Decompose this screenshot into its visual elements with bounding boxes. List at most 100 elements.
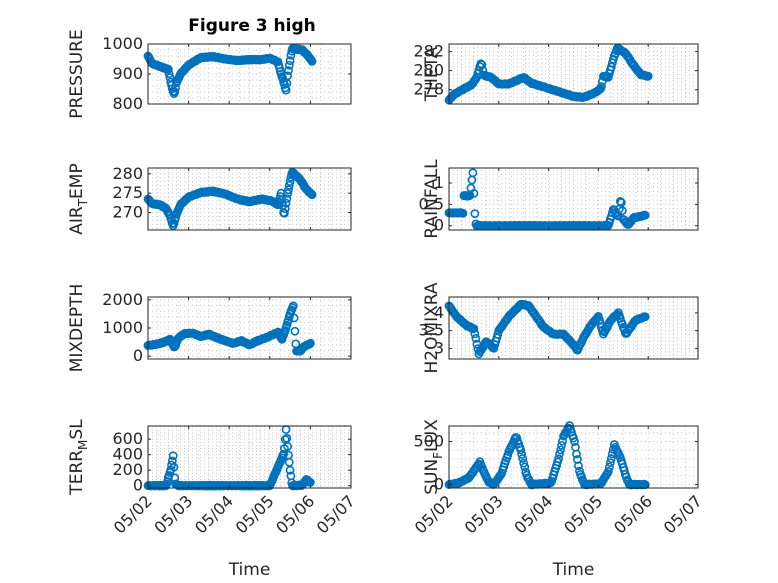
- subplot-mixdepth: 0 1000 2000 MIXDEPTH: [67, 284, 352, 373]
- axes-frame: [147, 167, 352, 231]
- y-tick-label: 0: [133, 476, 143, 495]
- y-tick-label: 282: [413, 42, 444, 61]
- data-point: [518, 454, 528, 463]
- data-point: [168, 451, 178, 461]
- data-point: [570, 437, 579, 446]
- data-point: [284, 66, 293, 75]
- data-point: [289, 313, 299, 323]
- data-point: [519, 458, 529, 468]
- y-axis-label: PRESSURE: [67, 29, 87, 118]
- data-point: [283, 189, 293, 198]
- subplot-pressure: 800 900 1000 PRESSURE: [67, 29, 352, 119]
- data-point: [605, 458, 615, 467]
- data-point: [284, 60, 294, 70]
- x-axis-label: Time: [228, 560, 271, 580]
- data-point: [606, 62, 616, 72]
- data-point: [606, 454, 616, 464]
- y-tick-label: 280: [112, 164, 143, 183]
- data-point: [284, 185, 293, 195]
- data-point: [283, 441, 293, 451]
- data-point: [643, 71, 653, 81]
- x-tick-label: 05/03: [461, 491, 507, 537]
- axes-frame: [448, 425, 699, 489]
- x-tick-label: 05/05: [232, 491, 278, 537]
- data-point: [469, 324, 479, 334]
- data-point: [282, 194, 292, 203]
- data-point: [616, 198, 626, 208]
- data-point: [557, 440, 566, 450]
- data-point: [573, 455, 582, 464]
- data-point: [556, 445, 565, 455]
- data-point: [517, 450, 527, 459]
- data-point: [169, 462, 179, 472]
- data-point: [603, 467, 613, 476]
- y-tick-label: 278: [413, 80, 444, 99]
- y-tick-label: 1000: [102, 318, 143, 337]
- data-point: [477, 60, 487, 70]
- data-point: [283, 71, 293, 81]
- y-tick-label: 2000: [102, 290, 143, 309]
- data-series: [143, 44, 317, 98]
- y-tick-label: 900: [112, 64, 143, 83]
- x-tick-label: 05/07: [660, 491, 706, 537]
- data-point: [280, 208, 289, 218]
- y-tick-label: 4: [434, 303, 444, 322]
- data-point: [596, 82, 606, 91]
- y-axis-label: MIXDEPTH: [67, 284, 87, 373]
- axes-frame: [448, 43, 699, 105]
- y-axis-label: THETA: [422, 46, 442, 102]
- data-point: [279, 449, 288, 459]
- data-point: [170, 87, 180, 97]
- y-axis-label: H2OMIXRA: [422, 282, 442, 373]
- data-point: [163, 64, 173, 74]
- data-point: [284, 180, 294, 190]
- y-axis-label: AIRTEMP: [67, 163, 90, 234]
- data-point: [617, 206, 627, 216]
- data-point: [280, 204, 290, 214]
- y-tick-label: 0: [434, 475, 444, 494]
- data-point: [555, 449, 564, 459]
- y-tick-label: 3.5: [419, 321, 444, 340]
- figure-title: Figure 3 high: [188, 16, 316, 36]
- x-tick-label: 05/05: [560, 491, 606, 537]
- data-point: [282, 433, 292, 443]
- x-tick-label: 05/04: [191, 491, 237, 537]
- axes-frame: [147, 425, 352, 489]
- x-tick-label: 05/02: [110, 491, 156, 537]
- y-tick-label: 600: [112, 429, 143, 448]
- subplot-sun-flux: 0 500 05/02 05/03 05/04 05/05 05/06 05/07 Time SU…: [411, 419, 706, 580]
- data-point: [163, 477, 172, 486]
- data-point: [167, 460, 176, 470]
- y-tick-label: 0.5: [419, 194, 444, 213]
- y-tick-label: 400: [112, 445, 143, 464]
- x-tick-label: 05/03: [150, 491, 196, 537]
- y-tick-label: 280: [413, 61, 444, 80]
- data-point: [285, 465, 295, 475]
- data-point: [305, 338, 315, 348]
- y-tick-label: 0: [133, 346, 143, 365]
- data-point: [574, 461, 583, 471]
- data-point: [288, 301, 298, 311]
- data-point: [164, 69, 174, 79]
- data-point: [471, 334, 481, 343]
- data-point: [284, 457, 294, 467]
- data-point: [640, 312, 650, 322]
- data-point: [458, 208, 468, 218]
- data-point: [469, 188, 479, 198]
- x-tick-label: 05/06: [272, 491, 318, 537]
- data-point: [468, 168, 478, 178]
- y-tick-label: 200: [112, 460, 143, 479]
- data-point: [516, 445, 526, 455]
- y-tick-label: 0: [434, 216, 444, 235]
- x-tick-label: 05/07: [313, 491, 359, 537]
- data-point: [290, 326, 300, 336]
- x-axis-label: Time: [552, 560, 595, 580]
- data-point: [470, 209, 480, 219]
- y-tick-label: 3: [434, 338, 444, 357]
- y-tick-label: 1: [434, 173, 444, 192]
